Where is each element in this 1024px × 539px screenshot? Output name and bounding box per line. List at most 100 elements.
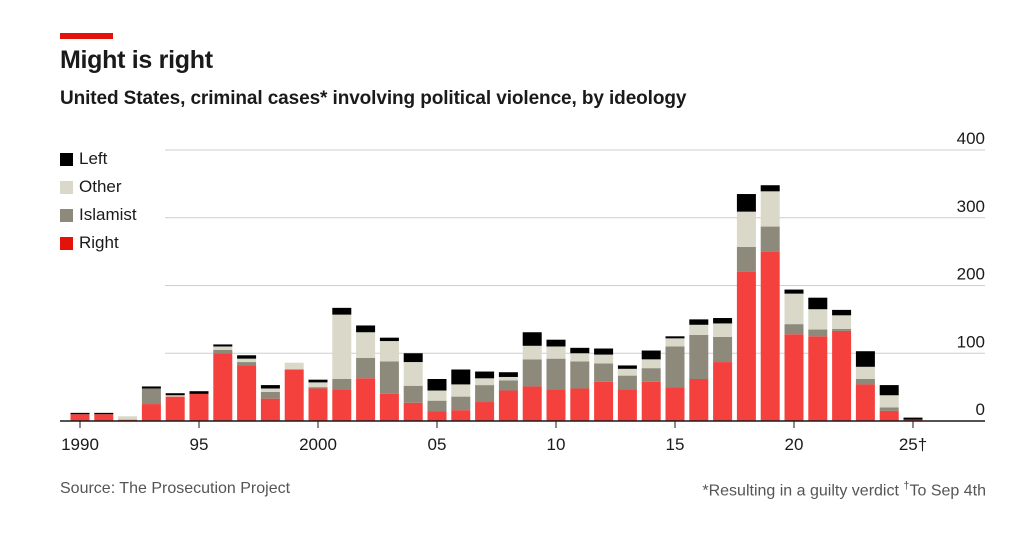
bar-2007-other [475, 378, 495, 386]
bar-2009-other [522, 345, 542, 360]
bar-2018-islamist [736, 246, 756, 272]
source-note: Source: The Prosecution Project [60, 480, 291, 497]
bar-2023-right [855, 384, 875, 421]
bar-1994-right [165, 396, 185, 421]
bar-2006-right [451, 410, 471, 421]
bar-2012-other [594, 354, 614, 364]
bar-2015-other [665, 338, 685, 347]
bar-2018-other [736, 211, 756, 247]
bar-2021-left [808, 297, 828, 310]
bar-2010-other [546, 346, 566, 359]
bar-2020-other [784, 293, 804, 325]
bar-2011-right [570, 388, 590, 421]
bar-1990-left [70, 412, 90, 415]
bar-2005-islamist [427, 400, 447, 412]
bar-2002-right [356, 378, 376, 421]
bar-2008-other [498, 376, 518, 381]
footnote-dagger: † [903, 480, 910, 492]
legend-swatch-left [60, 152, 73, 166]
bar-2000-right [308, 388, 328, 421]
bar-2022-left [832, 309, 852, 316]
bar-2021-other [808, 309, 828, 330]
brand-bar [60, 33, 113, 39]
bar-2013-left [617, 365, 637, 369]
bar-2014-islamist [641, 368, 661, 382]
bar-2009-left [522, 332, 542, 346]
bar-1991-right [94, 414, 114, 421]
bar-2004-islamist [403, 385, 423, 403]
bar-2015-left [665, 336, 685, 339]
bar-2003-right [379, 393, 399, 421]
bar-2025-left [903, 417, 923, 420]
footnote-date: To Sep 4th [909, 482, 987, 500]
bar-2024-other [879, 395, 899, 408]
bar-1997-left [237, 355, 257, 359]
bar-2003-other [379, 341, 399, 362]
bar-2002-left [356, 325, 376, 333]
bar-1996-right [213, 353, 233, 421]
bar-1998-right [260, 398, 280, 421]
bar-2012-right [594, 381, 614, 421]
bar-1997-islamist [237, 362, 257, 366]
bar-2013-islamist [617, 375, 637, 390]
bar-2019-right [760, 251, 780, 421]
bar-2000-islamist [308, 387, 328, 389]
bar-2001-right [332, 389, 352, 421]
bar-2024-right [879, 410, 899, 421]
bar-1997-other [237, 358, 257, 363]
bar-2007-left [475, 371, 495, 379]
x-tick-label-1995: 95 [190, 435, 209, 454]
bar-2001-left [332, 307, 352, 315]
bar-1994-left [165, 393, 185, 396]
bar-1992-other [118, 416, 138, 420]
legend: Left Other Islamist Right [60, 145, 137, 257]
bar-2017-right [713, 362, 733, 421]
bar-2016-islamist [689, 334, 709, 379]
bar-1995-left [189, 391, 209, 394]
bar-2021-islamist [808, 329, 828, 337]
x-tick-label-2005: 05 [428, 435, 447, 454]
bar-2002-other [356, 332, 376, 358]
bar-2006-islamist [451, 396, 471, 411]
bar-2000-left [308, 379, 328, 383]
bar-1999-right [284, 369, 304, 421]
bar-2013-other [617, 368, 637, 376]
chart-title: Might is right [60, 46, 213, 74]
bar-2006-other [451, 384, 471, 397]
chart-subtitle: United States, criminal cases* involving… [60, 88, 687, 109]
x-tick-label-2015: 15 [666, 435, 685, 454]
bar-2016-left [689, 319, 709, 325]
bar-2015-right [665, 387, 685, 421]
x-tick-label-1990: 1990 [61, 435, 99, 454]
bar-2017-islamist [713, 336, 733, 363]
bar-1993-islamist [141, 388, 161, 405]
bar-2007-right [475, 402, 495, 421]
bar-2017-left [713, 318, 733, 324]
y-tick-label-400: 400 [957, 129, 985, 148]
bar-1999-other [284, 362, 304, 370]
bar-2019-other [760, 191, 780, 227]
bar-2023-left [855, 351, 875, 367]
bar-2005-left [427, 378, 447, 391]
bar-2002-islamist [356, 357, 376, 379]
y-tick-label-200: 200 [957, 265, 985, 284]
bar-2014-right [641, 381, 661, 421]
bar-2015-islamist [665, 346, 685, 388]
bar-2018-left [736, 194, 756, 212]
bar-2022-right [832, 330, 852, 421]
bar-2009-islamist [522, 359, 542, 387]
bar-2004-right [403, 402, 423, 421]
bar-2024-left [879, 385, 899, 396]
bar-2007-islamist [475, 385, 495, 403]
bar-2021-right [808, 336, 828, 421]
legend-item-islamist: Islamist [60, 201, 137, 229]
bar-2011-islamist [570, 361, 590, 389]
bar-2003-left [379, 337, 399, 342]
bar-1991-left [94, 412, 114, 415]
bar-2020-islamist [784, 324, 804, 335]
bar-1998-other [260, 388, 280, 392]
legend-item-other: Other [60, 173, 137, 201]
bar-2008-right [498, 390, 518, 421]
bar-2014-other [641, 359, 661, 369]
